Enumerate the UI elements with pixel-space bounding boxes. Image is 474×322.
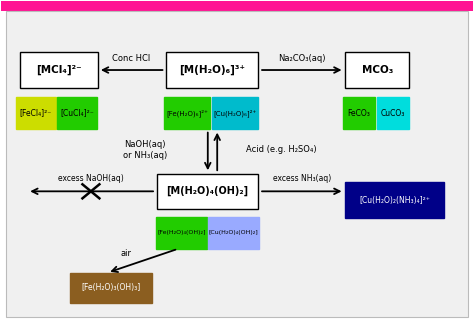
Text: [Cu(H₂O)₂(NH₃)₄]²⁺: [Cu(H₂O)₂(NH₃)₄]²⁺ <box>359 195 430 204</box>
FancyBboxPatch shape <box>377 97 409 129</box>
FancyBboxPatch shape <box>211 97 258 129</box>
FancyBboxPatch shape <box>346 52 409 88</box>
Text: excess NH₃(aq): excess NH₃(aq) <box>273 174 331 183</box>
Text: CuCO₃: CuCO₃ <box>381 109 405 118</box>
Text: [Fe(H₂O)₆]²⁺: [Fe(H₂O)₆]²⁺ <box>166 109 208 117</box>
FancyBboxPatch shape <box>57 97 97 129</box>
Text: [Fe(H₂O)₃(OH)₃]: [Fe(H₂O)₃(OH)₃] <box>82 283 141 292</box>
FancyBboxPatch shape <box>166 52 258 88</box>
FancyBboxPatch shape <box>156 217 207 249</box>
Text: [Fe(H₂O)₄(OH)₂]: [Fe(H₂O)₄(OH)₂] <box>157 230 206 235</box>
FancyBboxPatch shape <box>208 217 259 249</box>
FancyBboxPatch shape <box>70 273 152 303</box>
Text: Na₂CO₃(aq): Na₂CO₃(aq) <box>278 54 326 63</box>
FancyBboxPatch shape <box>346 182 444 218</box>
Text: air: air <box>121 249 132 258</box>
FancyBboxPatch shape <box>343 97 375 129</box>
FancyBboxPatch shape <box>16 97 55 129</box>
Text: [M(H₂O)₄(OH)₂]: [M(H₂O)₄(OH)₂] <box>166 186 248 196</box>
Bar <box>1 1 473 11</box>
FancyBboxPatch shape <box>20 52 98 88</box>
Text: FeCO₃: FeCO₃ <box>347 109 371 118</box>
Text: [Cu(H₂O)₆]²⁺: [Cu(H₂O)₆]²⁺ <box>213 109 256 117</box>
Text: [Cu(H₂O)₄(OH)₂]: [Cu(H₂O)₄(OH)₂] <box>209 230 259 235</box>
Text: [MCl₄]²⁻: [MCl₄]²⁻ <box>36 65 82 75</box>
FancyBboxPatch shape <box>157 174 258 209</box>
Text: [M(H₂O)₆]³⁺: [M(H₂O)₆]³⁺ <box>179 65 245 75</box>
Text: Acid (e.g. H₂SO₄): Acid (e.g. H₂SO₄) <box>246 145 317 154</box>
FancyBboxPatch shape <box>164 97 210 129</box>
Text: MCO₃: MCO₃ <box>362 65 393 75</box>
Text: Conc HCl: Conc HCl <box>112 54 150 63</box>
Text: [CuCl₄]²⁻: [CuCl₄]²⁻ <box>60 109 94 118</box>
Text: excess NaOH(aq): excess NaOH(aq) <box>58 174 124 183</box>
Text: NaOH(aq)
or NH₃(aq): NaOH(aq) or NH₃(aq) <box>123 140 167 159</box>
Text: [FeCl₄]²⁻: [FeCl₄]²⁻ <box>19 109 52 118</box>
